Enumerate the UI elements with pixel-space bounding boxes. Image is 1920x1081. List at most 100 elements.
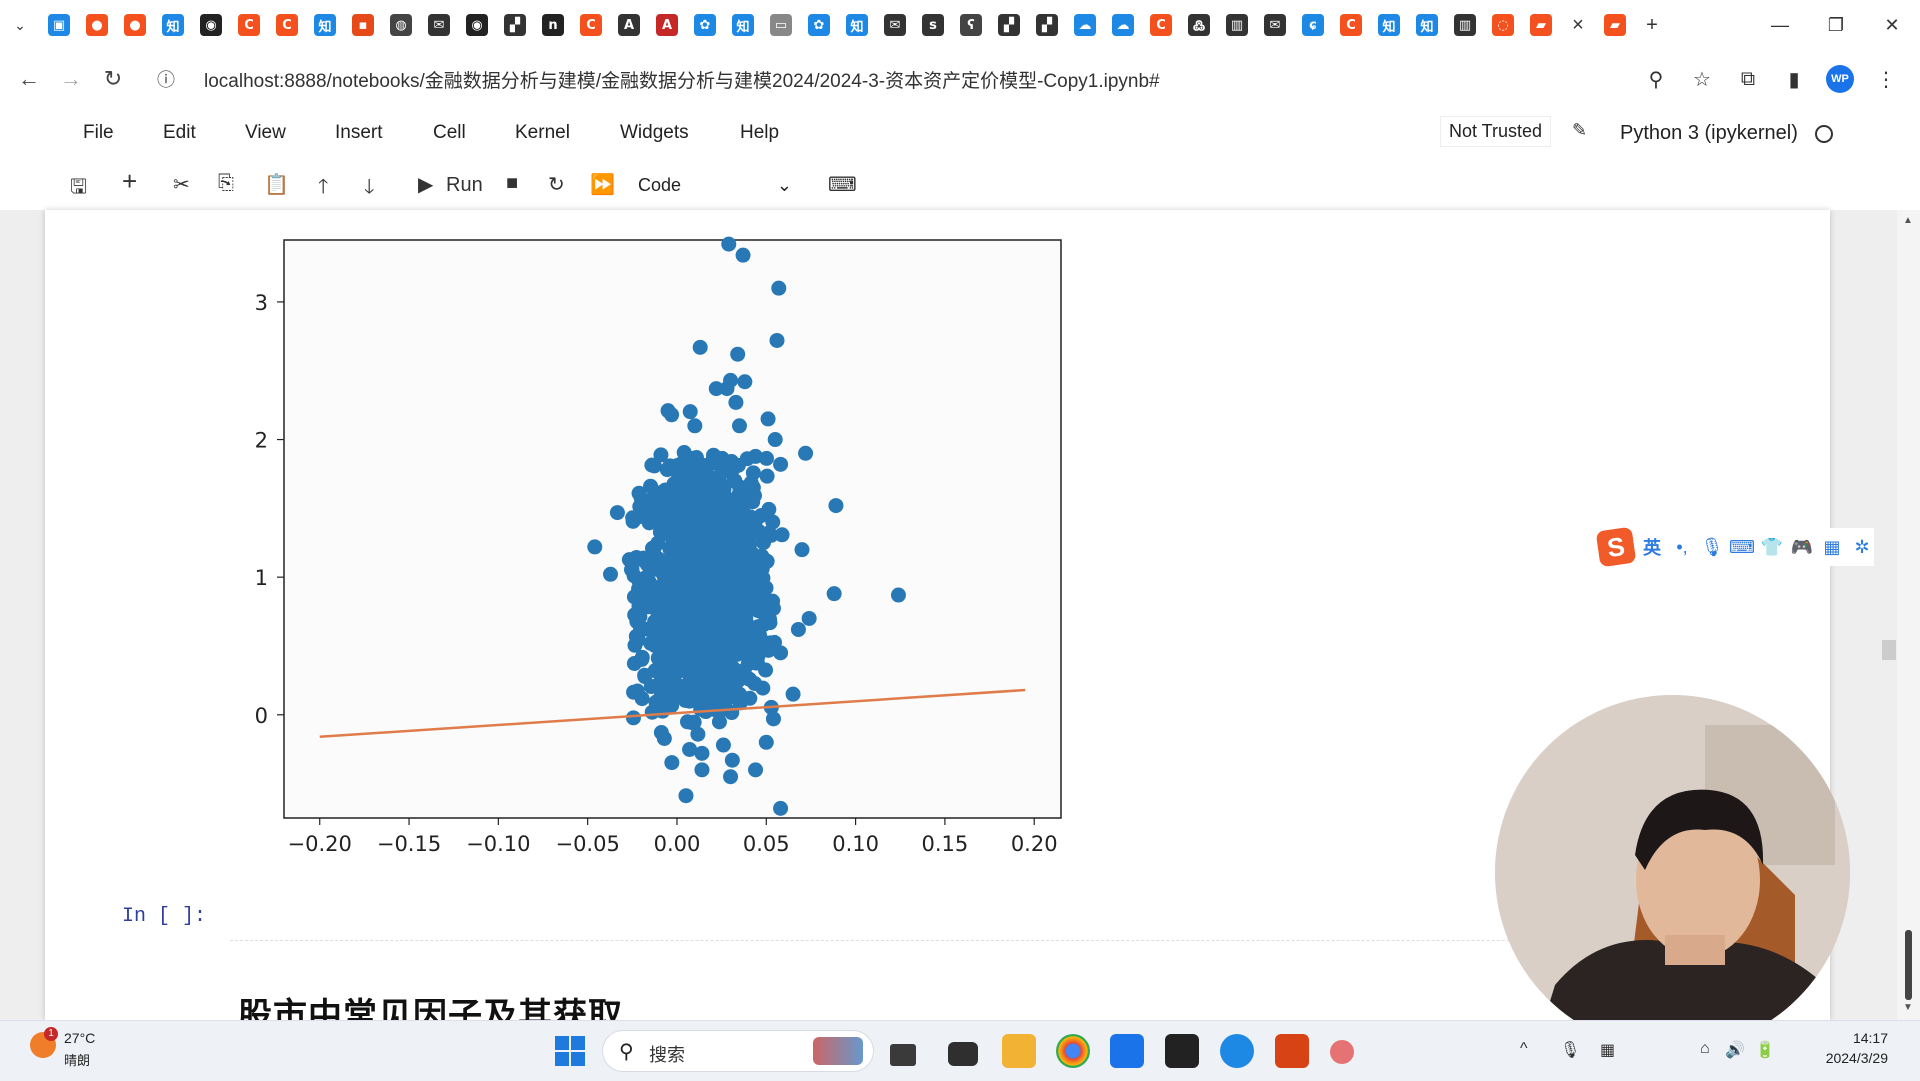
menu-view[interactable]: View (245, 122, 286, 143)
url-field[interactable]: localhost:8888/notebooks/金融数据分析与建模/金融数据分… (204, 70, 1160, 92)
tab-orange-icon[interactable]: ▰ (1596, 6, 1634, 44)
keyboard-icon[interactable]: ⌨ (828, 174, 857, 196)
windows-start-icon[interactable] (555, 1036, 585, 1066)
baidu-icon[interactable]: ✿ (800, 6, 838, 44)
misc-app-icon[interactable] (1330, 1040, 1354, 1064)
zhihu-icon[interactable]: 知 (1370, 6, 1408, 44)
github-icon[interactable]: ◉ (458, 6, 496, 44)
tab-gray-icon[interactable]: ▭ (762, 6, 800, 44)
clock-date[interactable]: 2024/3/29 (1825, 1050, 1888, 1066)
profile-avatar[interactable]: WP (1826, 65, 1854, 93)
weather-temperature[interactable]: 27°C (64, 1030, 96, 1046)
weather-description[interactable]: 晴朗 (64, 1053, 91, 1068)
menu-cell[interactable]: Cell (433, 122, 466, 143)
csdn-icon[interactable]: C (268, 6, 306, 44)
book-icon[interactable]: ▥ (1218, 6, 1256, 44)
battery-icon[interactable]: 🔋 (1755, 1042, 1775, 1059)
close-tab-icon[interactable]: × (1572, 13, 1584, 36)
menu-insert[interactable]: Insert (335, 122, 383, 143)
ime-toolbox-icon[interactable]: ▦ (1823, 536, 1841, 557)
kernel-name[interactable]: Python 3 (ipykernel) (1620, 122, 1798, 144)
cell-type-select[interactable]: Code ⌄ (630, 167, 800, 203)
page-scrollbar[interactable] (1897, 210, 1920, 1020)
mail-icon[interactable]: ✉ (876, 6, 914, 44)
sogou-logo-icon[interactable]: S (1595, 526, 1637, 568)
menu-file[interactable]: File (83, 122, 114, 143)
zhihu-icon[interactable]: 知 (724, 6, 762, 44)
ime-punctuation-icon[interactable]: •, (1676, 536, 1688, 557)
tab-red-circle2-icon[interactable]: ● (116, 6, 154, 44)
menu-widgets[interactable]: Widgets (620, 122, 689, 143)
ime-settings-icon[interactable]: ✲ (1854, 536, 1870, 557)
baidu-icon[interactable]: ✿ (686, 6, 724, 44)
restart-icon[interactable]: ↻ (548, 174, 565, 196)
scroll-down-icon[interactable]: ▼ (1903, 1002, 1913, 1013)
minimize-button[interactable]: — (1771, 14, 1789, 35)
globe-icon[interactable]: ◍ (382, 6, 420, 44)
move-up-icon[interactable]: 🡑 (318, 176, 329, 198)
vscode-like-icon[interactable] (1220, 1034, 1254, 1068)
cut-icon[interactable]: ✂ (173, 174, 190, 196)
trust-indicator[interactable]: Not Trusted (1440, 116, 1552, 147)
tab-swirl-icon[interactable]: ɕ (1294, 6, 1332, 44)
reload-button[interactable]: ↻ (103, 66, 123, 91)
run-button-label[interactable]: Run (446, 174, 483, 196)
close-window-button[interactable]: ✕ (1884, 14, 1900, 35)
edit-pencil-icon[interactable]: ✎ (1572, 120, 1588, 140)
terminal-app-icon[interactable] (948, 1042, 978, 1066)
ime-skin-icon[interactable]: 👕 (1760, 536, 1784, 557)
volume-icon[interactable]: 🔊 (1725, 1042, 1745, 1059)
cmd-app-icon[interactable] (1165, 1034, 1199, 1068)
mail-icon[interactable]: ✉ (1256, 6, 1294, 44)
tab-dark-icon[interactable]: ▞ (990, 6, 1028, 44)
microphone-icon[interactable]: 🎙 (1560, 1042, 1581, 1059)
csdn-icon[interactable]: C (230, 6, 268, 44)
tab-dark-icon[interactable]: ▞ (496, 6, 534, 44)
cloud-icon[interactable]: ☁ (1104, 6, 1142, 44)
scrollbar-thumb[interactable] (1905, 930, 1912, 1000)
task-view-icon[interactable] (890, 1044, 916, 1066)
tab-red-circle-icon[interactable]: ● (78, 6, 116, 44)
tab-sketch-icon[interactable]: ʕ (952, 6, 990, 44)
notion-icon[interactable]: n (534, 6, 572, 44)
ime-keyboard-icon[interactable]: ⌨ (1729, 536, 1755, 557)
copy-icon[interactable]: ⎘ (218, 172, 234, 194)
extensions-icon[interactable]: ⧉ (1740, 67, 1756, 90)
csdn-icon[interactable]: C (572, 6, 610, 44)
wps-app-icon[interactable] (1275, 1034, 1309, 1068)
site-info-icon[interactable]: ⓘ (157, 70, 175, 90)
stop-icon[interactable]: ■ (506, 172, 519, 194)
sidebar-icon[interactable]: ▮ (1788, 68, 1800, 91)
bilibili-icon[interactable]: ▣ (40, 6, 78, 44)
network-icon[interactable]: ⌂ (1700, 1040, 1710, 1057)
scroll-up-icon[interactable]: ▲ (1903, 215, 1913, 226)
tray-app-icon[interactable]: ▦ (1600, 1042, 1616, 1059)
move-down-icon[interactable]: 🡓 (364, 176, 375, 198)
runner-icon[interactable]: ߷ (1180, 6, 1218, 44)
zoom-icon[interactable]: ⚲ (1648, 68, 1664, 91)
file-explorer-icon[interactable] (1002, 1034, 1036, 1068)
acrobat-icon[interactable]: A (648, 6, 686, 44)
menu-help[interactable]: Help (740, 122, 780, 143)
tab-small-icon[interactable]: ▪ (344, 6, 382, 44)
tab-active-icon[interactable]: ▰ (1522, 6, 1560, 44)
sds-icon[interactable]: s (914, 6, 952, 44)
code-cell-input[interactable] (230, 902, 1730, 941)
new-tab-button[interactable]: + (1646, 13, 1658, 36)
ime-game-icon[interactable]: 🎮 (1790, 536, 1814, 557)
zhihu-icon[interactable]: 知 (1408, 6, 1446, 44)
cloud-icon[interactable]: ☁ (1066, 6, 1104, 44)
columns-icon[interactable]: ▥ (1446, 6, 1484, 44)
bookmark-star-icon[interactable]: ☆ (1693, 68, 1711, 91)
paste-icon[interactable]: 📋 (264, 174, 289, 196)
zhihu-icon[interactable]: 知 (838, 6, 876, 44)
csdn-icon[interactable]: C (1142, 6, 1180, 44)
back-button[interactable]: ← (18, 66, 40, 91)
clock-time[interactable]: 14:17 (1852, 1030, 1888, 1046)
run-icon[interactable]: ▶ (418, 174, 434, 196)
blue-app-icon[interactable] (1110, 1034, 1144, 1068)
github-icon[interactable]: ◉ (192, 6, 230, 44)
menu-edit[interactable]: Edit (163, 122, 196, 143)
menu-kernel[interactable]: Kernel (515, 122, 570, 143)
font-icon[interactable]: A (610, 6, 648, 44)
